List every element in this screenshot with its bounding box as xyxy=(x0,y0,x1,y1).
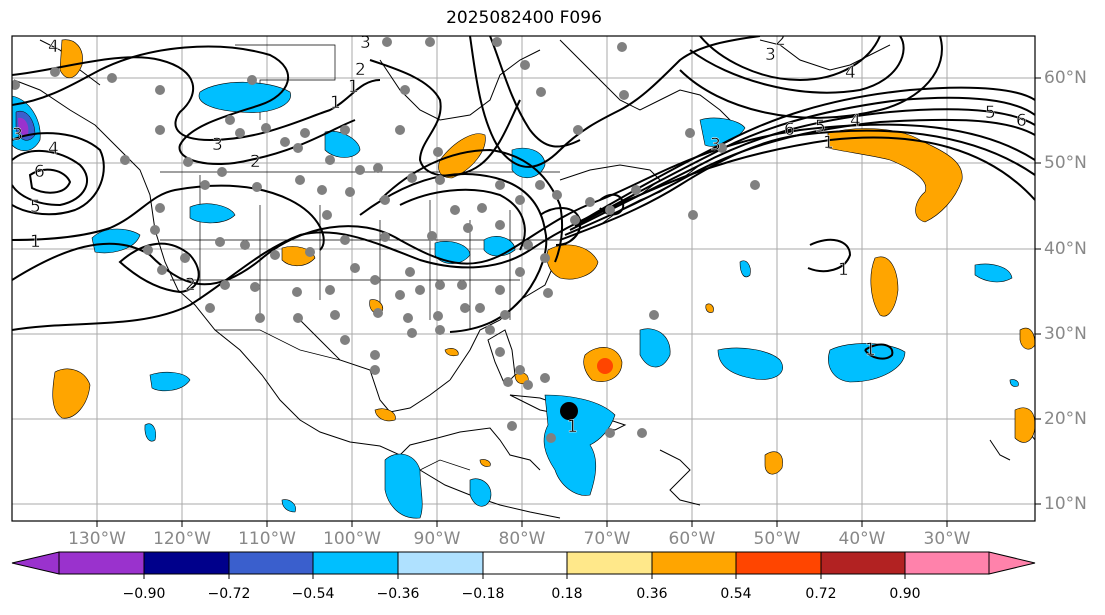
lon-label: 130°W xyxy=(68,529,126,549)
lon-label: 80°W xyxy=(498,529,546,549)
lon-ticks xyxy=(96,521,948,527)
contour-label: 3 xyxy=(710,135,721,155)
colorbar-segment xyxy=(566,551,653,575)
contour-label: 2 xyxy=(185,275,196,295)
colorbar-segment xyxy=(228,551,314,575)
highlight-marker xyxy=(560,402,578,420)
colorbar-tick-label: 0.36 xyxy=(636,586,668,602)
contour-labels: 4 3 2 1 4 3 3 2 1 6 5 4 1 2 3 3 1 6 5 4 … xyxy=(12,30,1027,437)
contour-label: 6 xyxy=(784,120,795,140)
lon-label: 60°W xyxy=(668,529,716,549)
colorbar-extend-low xyxy=(11,551,60,575)
colorbar-segment xyxy=(735,551,822,575)
colorbar-segment xyxy=(820,551,906,575)
lat-label: 40°N xyxy=(1044,239,1087,259)
contour-label: 5 xyxy=(815,117,826,137)
contour-label: 3 xyxy=(12,125,23,145)
contour-label: 3 xyxy=(212,135,223,155)
contour-label: 1 xyxy=(30,232,41,252)
lon-label: 70°W xyxy=(583,529,631,549)
colorbar xyxy=(11,551,1036,579)
contour-label: 4 xyxy=(48,139,59,159)
colorbar-tick-label: −0.36 xyxy=(376,586,420,602)
colorbar-tick-label: −0.18 xyxy=(461,586,505,602)
colorbar-tick-label: 0.90 xyxy=(889,586,921,602)
lon-label: 120°W xyxy=(153,529,211,549)
contour-label: 3 xyxy=(765,45,776,65)
strong-positive-anomalies xyxy=(597,358,613,374)
contour-label: 4 xyxy=(845,63,856,83)
strongest-negative-anomalies xyxy=(18,117,29,136)
contour-label: 4 xyxy=(850,111,861,131)
contour-label: 3 xyxy=(360,33,371,53)
colorbar-segment xyxy=(651,551,737,575)
lon-label: 100°W xyxy=(323,529,381,549)
colorbar-tick-label: −0.54 xyxy=(291,586,335,602)
lon-label: 50°W xyxy=(753,529,801,549)
colorbar-segment xyxy=(143,551,230,575)
lat-label: 20°N xyxy=(1044,409,1087,429)
contour-label: 1 xyxy=(330,93,341,113)
contour-label: 6 xyxy=(1016,111,1027,131)
lat-label: 30°N xyxy=(1044,324,1087,344)
height-contours xyxy=(12,36,1035,360)
lat-ticks xyxy=(1035,77,1041,505)
contour-label: 2 xyxy=(250,152,261,172)
lat-label: 60°N xyxy=(1044,68,1087,88)
graticule xyxy=(12,36,1035,521)
contour-label: 6 xyxy=(34,162,45,182)
contour-label: 4 xyxy=(48,37,59,57)
colorbar-segment xyxy=(397,551,484,575)
contour-label: 5 xyxy=(985,103,996,123)
lat-label: 50°N xyxy=(1044,153,1087,173)
contour-label: 2 xyxy=(355,60,366,80)
map-title: 2025082400 F096 xyxy=(446,8,602,28)
contour-label: 1 xyxy=(348,77,359,97)
lon-label: 40°W xyxy=(838,529,886,549)
contour-label: 1 xyxy=(567,417,578,437)
map-frame xyxy=(11,35,1036,522)
lat-label: 10°N xyxy=(1044,494,1087,514)
colorbar-tick-label: 0.72 xyxy=(805,586,837,602)
contour-label: 1 xyxy=(838,260,849,280)
lon-label: 30°W xyxy=(923,529,971,549)
contour-label: 1 xyxy=(823,133,834,153)
colorbar-segment xyxy=(482,551,568,575)
station-markers xyxy=(12,37,760,443)
lon-label: 110°W xyxy=(238,529,296,549)
colorbar-segment xyxy=(58,551,145,575)
colorbar-tick-label: −0.90 xyxy=(122,586,166,602)
colorbar-tick-label: 0.18 xyxy=(551,586,583,602)
colorbar-tick-label: 0.54 xyxy=(720,586,752,602)
colorbar-segment xyxy=(904,551,990,575)
contour-label: 2 xyxy=(775,30,786,50)
lon-label: 90°W xyxy=(413,529,461,549)
contour-label: 5 xyxy=(30,197,41,217)
colorbar-extend-high xyxy=(988,551,1036,575)
contour-label: 1 xyxy=(865,340,876,360)
colorbar-segment xyxy=(312,551,399,575)
colorbar-tick-label: −0.72 xyxy=(207,586,251,602)
